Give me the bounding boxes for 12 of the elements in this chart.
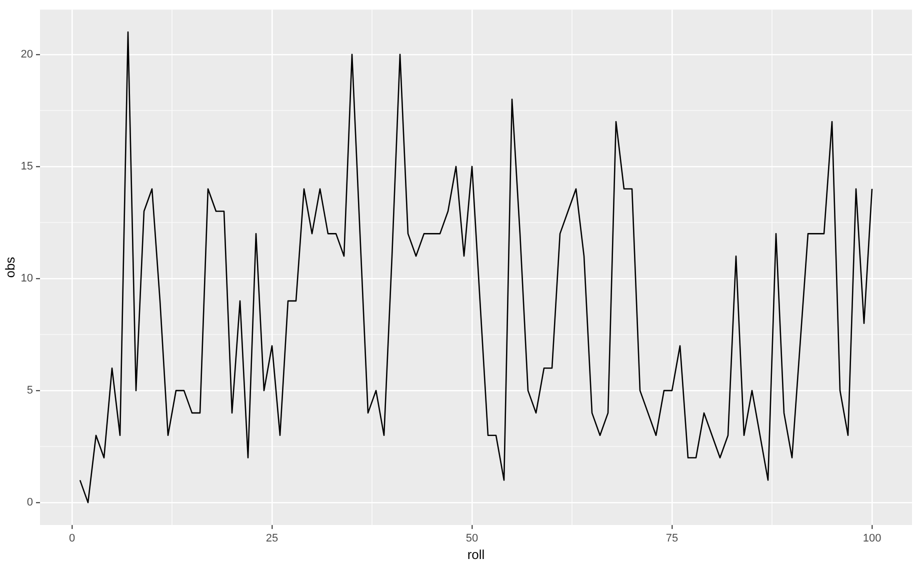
x-tick-label: 25 [266,532,278,545]
y-tick-label: 0 [26,496,33,509]
x-tick-label: 0 [68,532,76,545]
y-tick-label: 20 [20,48,33,60]
y-tick-label: 5 [26,384,33,397]
x-axis-title: roll [467,546,485,562]
y-tick-label: 10 [20,272,33,285]
x-tick-label: 50 [466,532,478,545]
x-tick-label: 100 [862,532,882,545]
y-tick-label: 15 [20,160,33,172]
x-tick-label: 75 [666,532,678,545]
y-axis-title: obs [2,256,18,278]
